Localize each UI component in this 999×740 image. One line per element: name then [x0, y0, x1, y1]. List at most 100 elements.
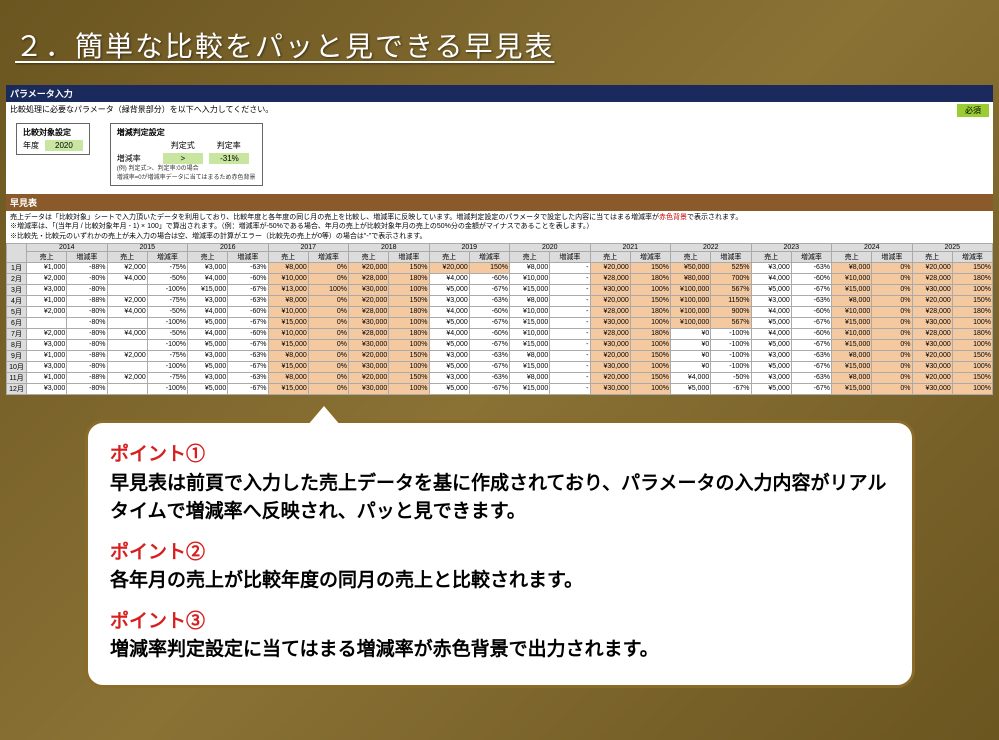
sales-cell: ¥1,000 — [27, 350, 67, 361]
sales-cell: ¥30,000 — [349, 339, 389, 350]
rate-cell: 150% — [952, 295, 992, 306]
sales-cell: ¥20,000 — [590, 350, 630, 361]
rate-cell: 100% — [952, 317, 992, 328]
sales-cell: ¥5,000 — [188, 383, 228, 394]
rate-cell: -80% — [67, 383, 107, 394]
point2: ポイント② 各年月の売上が比較年度の同月の売上と比較されます。 — [110, 539, 890, 596]
rate-cell: -63% — [791, 295, 831, 306]
rate-cell: 0% — [308, 317, 348, 328]
rate-cell: 180% — [389, 328, 429, 339]
sales-cell: ¥30,000 — [590, 383, 630, 394]
sales-cell: ¥8,000 — [832, 372, 872, 383]
year-head: 2024 — [832, 243, 913, 251]
sales-cell: ¥2,000 — [27, 328, 67, 339]
sales-cell: ¥30,000 — [912, 361, 952, 372]
point1: ポイント① 早見表は前頁で入力した売上データを基に作成されており、パラメータの入… — [110, 441, 890, 527]
sales-cell: ¥15,000 — [832, 361, 872, 372]
rate-cell: 0% — [872, 317, 912, 328]
sales-cell: ¥0 — [671, 361, 711, 372]
rate-cell: 100% — [630, 317, 670, 328]
sales-cell: ¥20,000 — [429, 262, 469, 273]
rate-cell: 180% — [952, 273, 992, 284]
rate-cell: -80% — [67, 361, 107, 372]
rate-cell: 0% — [872, 284, 912, 295]
rate-cell: 150% — [389, 262, 429, 273]
sales-cell: ¥3,000 — [751, 372, 791, 383]
sales-cell: ¥2,000 — [107, 372, 147, 383]
sales-cell: ¥3,000 — [27, 339, 67, 350]
month-label: 9月 — [7, 350, 27, 361]
sales-cell: ¥28,000 — [590, 306, 630, 317]
rate-cell: 700% — [711, 273, 751, 284]
year-head: 2014 — [27, 243, 108, 251]
rate-cell: 0% — [872, 273, 912, 284]
hayami-table: 2014201520162017201820192020202120222023… — [6, 243, 993, 395]
required-label: 必須 — [957, 104, 989, 117]
rate-cell: -60% — [469, 328, 509, 339]
month-label: 5月 — [7, 306, 27, 317]
rate-cell: -100% — [711, 339, 751, 350]
rate-cell: 100% — [630, 361, 670, 372]
subhead: 売上 — [912, 251, 952, 262]
rate-cell: 0% — [308, 273, 348, 284]
sales-cell: ¥30,000 — [912, 317, 952, 328]
sales-cell — [107, 317, 147, 328]
rate-cell: -63% — [791, 262, 831, 273]
rate-cell: 0% — [308, 339, 348, 350]
hayami-note1-red: 赤色背景 — [659, 214, 687, 221]
rate-cell: -67% — [791, 339, 831, 350]
rate-cell: 150% — [630, 372, 670, 383]
rate-cell: 1150% — [711, 295, 751, 306]
spreadsheet-screenshot: パラメータ入力 比較処理に必要なパラメータ（緑背景部分）を以下へ入力してください… — [6, 85, 993, 395]
sales-cell: ¥1,000 — [27, 295, 67, 306]
rate-cell: 0% — [308, 306, 348, 317]
sales-cell: ¥2,000 — [27, 273, 67, 284]
sales-cell: ¥8,000 — [268, 295, 308, 306]
sales-cell: ¥5,000 — [188, 339, 228, 350]
rate-cell: 150% — [389, 295, 429, 306]
rate-cell: -80% — [67, 339, 107, 350]
sales-cell: ¥4,000 — [751, 273, 791, 284]
rate-cell: - — [550, 383, 590, 394]
sales-cell: ¥3,000 — [751, 350, 791, 361]
rate-cell: -67% — [469, 317, 509, 328]
sales-cell: ¥5,000 — [671, 383, 711, 394]
sales-cell: ¥28,000 — [912, 306, 952, 317]
point3-label: ポイント③ — [110, 611, 205, 632]
sales-cell: ¥4,000 — [107, 328, 147, 339]
rate-cell: -50% — [147, 306, 187, 317]
callout-box: ポイント① 早見表は前頁で入力した売上データを基に作成されており、パラメータの入… — [85, 420, 915, 688]
sales-cell: ¥8,000 — [832, 350, 872, 361]
rate-cell: 180% — [389, 273, 429, 284]
sales-cell: ¥15,000 — [832, 383, 872, 394]
sales-cell: ¥3,000 — [751, 262, 791, 273]
sales-cell: ¥8,000 — [832, 262, 872, 273]
sales-cell: ¥100,000 — [671, 306, 711, 317]
rate-cell: 0% — [872, 372, 912, 383]
rate-cell: -63% — [469, 372, 509, 383]
rate-cell: 100% — [389, 317, 429, 328]
sales-cell: ¥5,000 — [429, 361, 469, 372]
subhead: 増減率 — [872, 251, 912, 262]
compare-year-value: 2020 — [45, 140, 83, 151]
sales-cell: ¥4,000 — [188, 328, 228, 339]
sales-cell: ¥15,000 — [510, 339, 550, 350]
rate-cell: -80% — [67, 284, 107, 295]
sales-cell: ¥50,000 — [671, 262, 711, 273]
sales-cell: ¥28,000 — [912, 273, 952, 284]
sales-cell: ¥10,000 — [510, 328, 550, 339]
point2-label: ポイント② — [110, 542, 205, 563]
point3-body: 増減率判定設定に当てはまる増減率が赤色背景で出力されます。 — [110, 639, 659, 660]
sales-cell: ¥5,000 — [429, 317, 469, 328]
sales-cell: ¥10,000 — [832, 328, 872, 339]
rate-cell: - — [550, 372, 590, 383]
sales-cell: ¥15,000 — [510, 361, 550, 372]
rate-cell: -67% — [791, 383, 831, 394]
rate-cell: -88% — [67, 350, 107, 361]
rate-cell: -60% — [791, 273, 831, 284]
hayami-note3: ※比較先・比較元のいずれかの売上が未入力の場合は空、増減率の計算がエラー（比較先… — [10, 232, 989, 241]
month-label: 6月 — [7, 317, 27, 328]
sales-cell: ¥20,000 — [590, 372, 630, 383]
subhead: 増減率 — [147, 251, 187, 262]
year-head: 2020 — [510, 243, 591, 251]
